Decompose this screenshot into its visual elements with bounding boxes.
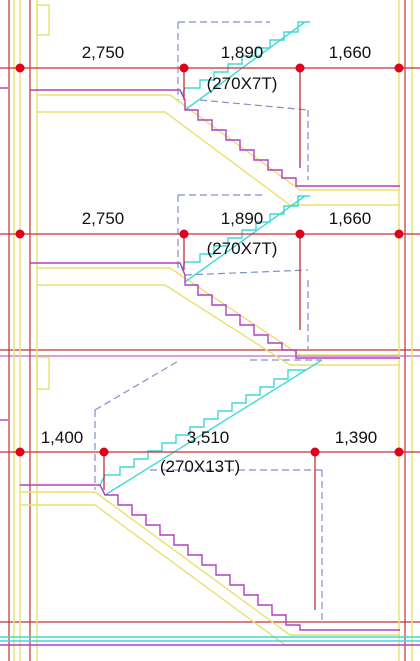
- dim-label-lower-middle: 3,510: [187, 428, 230, 447]
- dimension-node: [99, 447, 109, 457]
- dimension-labels: 2,750 1,890 1,660 (270X7T) 2,750 1,890 1…: [41, 43, 378, 476]
- dimension-node: [179, 63, 189, 73]
- stair-note-middle: (270X7T): [207, 239, 278, 258]
- dim-label-upper-left: 2,750: [82, 43, 125, 62]
- dim-label-lower-right: 1,390: [335, 428, 378, 447]
- stair-note-lower: (270X13T): [160, 457, 240, 476]
- stair-profile: [0, 87, 420, 646]
- dim-label-upper-right: 1,660: [329, 43, 372, 62]
- dimension-node: [394, 447, 404, 457]
- dim-label-upper-middle: 1,890: [221, 43, 264, 62]
- wall-lines: [13, 0, 413, 661]
- stair-nosing-lines: [0, 21, 420, 642]
- dimension-node: [394, 63, 404, 73]
- dim-label-middle-left: 2,750: [82, 209, 125, 228]
- dimension-node: [295, 229, 305, 239]
- dimension-node: [310, 447, 320, 457]
- dim-label-middle-middle: 1,890: [221, 209, 264, 228]
- stair-note-upper: (270X7T): [207, 74, 278, 93]
- dimension-node: [179, 229, 189, 239]
- dimension-lines: [0, 67, 420, 610]
- dimension-node: [394, 229, 404, 239]
- dim-label-lower-left: 1,400: [41, 428, 84, 447]
- dimension-nodes: [15, 63, 404, 457]
- dimension-node: [15, 447, 25, 457]
- hidden-lines: [94, 21, 323, 620]
- dimension-node: [15, 63, 25, 73]
- dimension-node: [295, 63, 305, 73]
- dimension-node: [15, 229, 25, 239]
- dim-label-middle-right: 1,660: [329, 209, 372, 228]
